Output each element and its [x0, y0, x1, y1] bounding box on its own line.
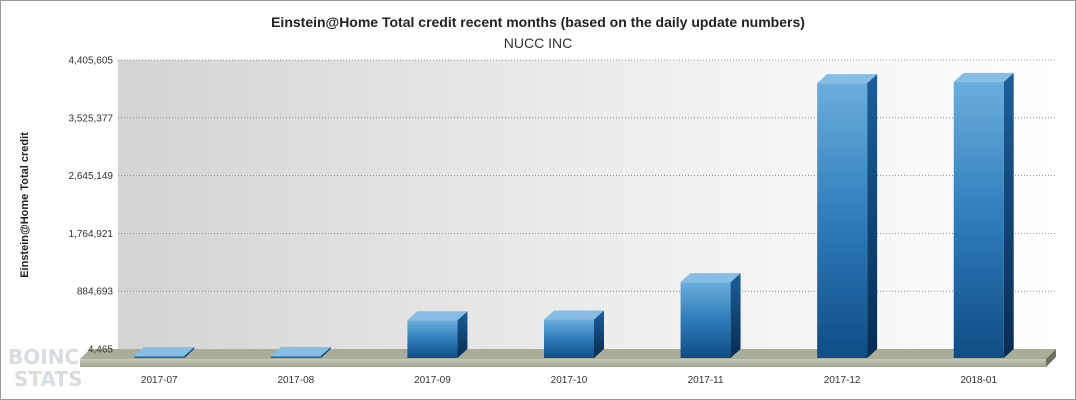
bar-side: [320, 347, 331, 358]
y-tick-label: 4,405,605: [69, 56, 114, 67]
bar-2017-12: [817, 74, 878, 359]
boinc-stats-logo: BOINC STATS: [8, 345, 82, 391]
bar-front: [407, 320, 458, 358]
x-axis-ticks: 2017-07 2017-08 2017-09 2017-10 2017-11 2017-…: [141, 375, 998, 386]
x-tick-label: 2017-08: [278, 375, 315, 386]
x-tick-label: 2018-01: [960, 375, 997, 386]
y-tick-label: 884,693: [77, 287, 114, 298]
x-tick-label: 2017-07: [141, 375, 178, 386]
bar-side: [1003, 72, 1014, 359]
bar-side: [594, 310, 604, 358]
watermark-line2: STATS: [14, 367, 82, 391]
bar-2017-07: [134, 347, 195, 358]
bar-front: [270, 356, 321, 358]
bar-2017-09: [407, 311, 468, 358]
bar-2017-10: [544, 310, 604, 358]
x-tick-label: 2017-12: [824, 375, 861, 386]
plot-background: [118, 60, 1056, 350]
bar-top: [953, 72, 1014, 82]
y-tick-label: 4,465: [88, 345, 113, 356]
bar-side: [730, 273, 741, 358]
x-tick-label: 2017-11: [688, 375, 724, 386]
bar-front: [953, 81, 1004, 358]
bar-top: [134, 347, 195, 356]
y-axis-ticks: 4,465 884,693 1,764,921 2,645,149 3,525,377 4…: [69, 56, 114, 356]
bars: [134, 72, 1014, 359]
chart-title: Einstein@Home Total credit recent months…: [271, 14, 805, 30]
bar-front: [680, 282, 731, 358]
bar-2017-11: [680, 273, 741, 358]
x-tick-label: 2017-09: [414, 375, 451, 386]
floor-front: [80, 359, 1046, 367]
bar-2017-08: [270, 347, 331, 358]
y-axis-label: Einstein@Home Total credit: [19, 132, 31, 278]
bar-side: [867, 74, 878, 359]
y-tick-label: 2,645,149: [69, 171, 114, 182]
bar-top: [270, 347, 331, 356]
bar-top: [817, 74, 878, 84]
bar-top: [407, 311, 468, 321]
bar-top: [680, 273, 741, 283]
chart-subtitle: NUCC INC: [503, 35, 573, 51]
floor-side: [1046, 349, 1056, 367]
bar-side: [457, 311, 468, 358]
bar-front: [817, 83, 868, 359]
bar-front: [134, 356, 185, 358]
bar-top: [544, 310, 604, 320]
grid-lines: [118, 59, 1056, 292]
x-tick-label: 2017-10: [551, 375, 588, 386]
y-tick-label: 1,764,921: [69, 229, 114, 240]
bar-2018-01: [953, 72, 1014, 359]
bar-side: [184, 347, 195, 358]
y-tick-label: 3,525,377: [69, 113, 114, 124]
bar-front: [544, 319, 594, 358]
watermark-line1: BOINC: [8, 345, 79, 369]
